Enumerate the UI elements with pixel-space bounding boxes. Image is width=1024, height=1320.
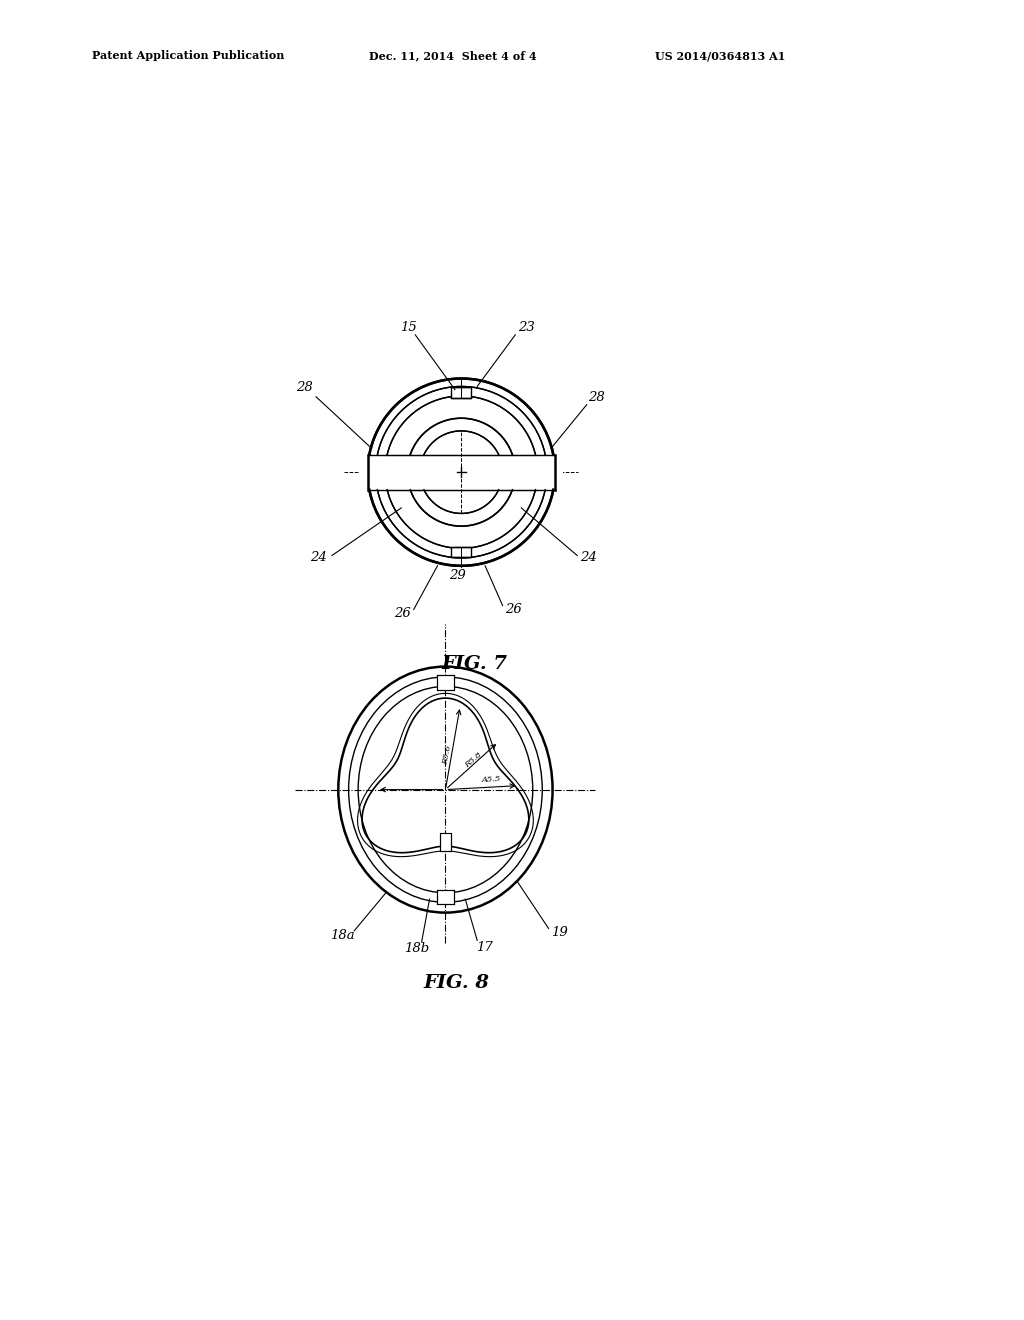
Bar — [436, 890, 455, 904]
Text: 15: 15 — [400, 321, 417, 334]
Text: Patent Application Publication: Patent Application Publication — [92, 50, 285, 61]
Text: 17: 17 — [475, 941, 493, 954]
Text: R5.6: R5.6 — [441, 744, 454, 766]
Bar — [452, 387, 471, 397]
Bar — [452, 546, 471, 557]
Text: 28: 28 — [588, 391, 605, 404]
Text: A5.5: A5.5 — [481, 775, 501, 784]
Text: FIG. 7: FIG. 7 — [441, 655, 508, 673]
Text: R5.8: R5.8 — [463, 751, 483, 770]
Text: Dec. 11, 2014  Sheet 4 of 4: Dec. 11, 2014 Sheet 4 of 4 — [369, 50, 537, 61]
Text: 24: 24 — [309, 550, 327, 564]
Text: 23: 23 — [518, 321, 536, 334]
Text: 26: 26 — [505, 603, 521, 616]
Text: 29: 29 — [449, 569, 465, 582]
Text: FIG. 8: FIG. 8 — [423, 974, 489, 993]
Text: 28: 28 — [296, 381, 313, 395]
Text: 18b: 18b — [404, 942, 429, 956]
Bar — [359, 454, 563, 490]
Bar — [440, 833, 451, 850]
Text: 24: 24 — [581, 550, 597, 564]
Text: 26: 26 — [394, 607, 411, 620]
Text: US 2014/0364813 A1: US 2014/0364813 A1 — [655, 50, 785, 61]
Text: 18a: 18a — [331, 929, 355, 941]
Text: 19: 19 — [551, 927, 567, 940]
Bar — [436, 676, 455, 689]
